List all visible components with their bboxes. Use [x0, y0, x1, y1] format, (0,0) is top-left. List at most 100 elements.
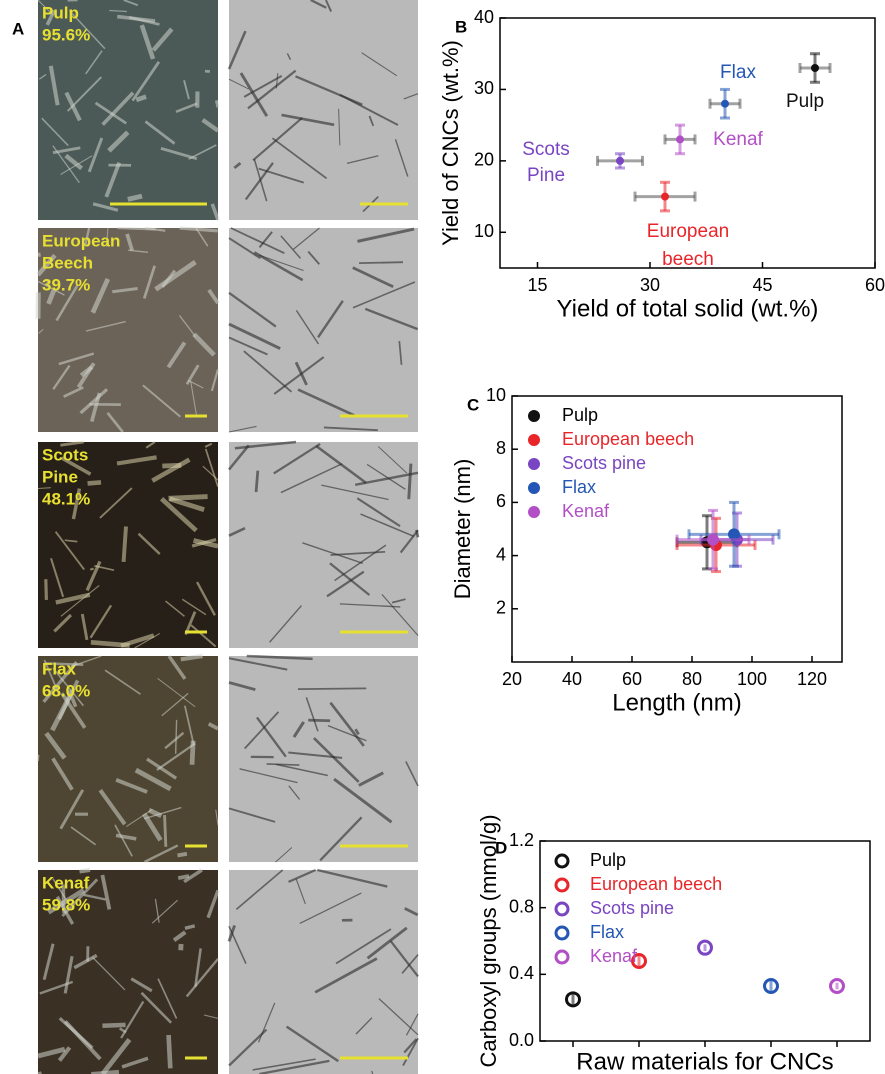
- x-tick-label: 60: [622, 669, 642, 689]
- fiber: [178, 876, 189, 878]
- fiber: [177, 854, 186, 856]
- point-label: European: [647, 221, 729, 242]
- data-point: [676, 135, 684, 143]
- y-tick-label: 0.4: [509, 963, 534, 983]
- legend-label: Pulp: [562, 405, 598, 425]
- y-tick-label: 20: [474, 150, 494, 170]
- fiber: [128, 196, 142, 199]
- legend-marker: [528, 434, 540, 446]
- panel-label: C: [467, 395, 479, 414]
- photo-label: Pine: [42, 467, 78, 486]
- fibril: [308, 720, 330, 721]
- fiber: [176, 720, 177, 754]
- fiber: [216, 100, 218, 107]
- x-tick-label: 15: [527, 275, 547, 295]
- x-tick-label: 30: [640, 275, 660, 295]
- fiber: [90, 569, 94, 570]
- fiber: [46, 579, 47, 600]
- x-tick-label: 40: [562, 669, 582, 689]
- fibril: [256, 471, 258, 492]
- y-tick-label: 2: [496, 598, 506, 618]
- fiber: [169, 497, 208, 499]
- data-point: [811, 64, 819, 72]
- fiber: [165, 815, 166, 847]
- y-tick-label: 30: [474, 78, 494, 98]
- legend-label: European beech: [590, 874, 722, 894]
- tem-image: [229, 870, 418, 1074]
- fiber: [80, 870, 91, 871]
- photo-label: 68.0%: [42, 681, 90, 700]
- y-axis-title: Carboxyl groups (mmol/g): [476, 814, 501, 1067]
- y-tick-label: 40: [474, 7, 494, 27]
- legend-marker: [556, 951, 568, 963]
- photo-label: Scots: [42, 445, 88, 464]
- legend-label: Flax: [562, 477, 596, 497]
- point-label: Pine: [527, 165, 565, 186]
- fiber: [136, 97, 146, 100]
- x-tick-label: 100: [737, 669, 767, 689]
- fibril: [267, 764, 300, 765]
- y-axis-title: Yield of CNCs (wt.%): [438, 40, 463, 246]
- legend-label: European beech: [562, 429, 694, 449]
- y-tick-label: 1.2: [509, 830, 534, 850]
- fiber: [91, 642, 130, 645]
- legend-marker: [556, 927, 568, 939]
- data-point: [707, 534, 719, 546]
- legend-label: Kenaf: [590, 946, 638, 966]
- legend-marker: [528, 482, 540, 494]
- photo-label: 48.1%: [42, 489, 90, 508]
- y-tick-label: 10: [474, 221, 494, 241]
- fiber: [185, 926, 195, 928]
- legend-label: Kenaf: [562, 501, 610, 521]
- fiber: [124, 526, 126, 561]
- point-label: Pulp: [786, 91, 824, 112]
- tem-image: [229, 0, 418, 220]
- photo-label: 59.8%: [42, 895, 90, 914]
- panel-label: B: [455, 17, 467, 36]
- y-tick-label: 8: [496, 438, 506, 458]
- y-tick-label: 4: [496, 544, 506, 564]
- data-point: [616, 157, 624, 165]
- point-label: Flax: [720, 62, 756, 83]
- legend-marker: [528, 458, 540, 470]
- fibril: [298, 688, 366, 689]
- photo-label: 39.7%: [42, 275, 90, 294]
- legend-marker: [556, 879, 568, 891]
- fibril: [416, 530, 418, 537]
- x-tick-label: 60: [865, 275, 885, 295]
- x-tick-label: 20: [502, 669, 522, 689]
- photo-label: Beech: [42, 253, 93, 272]
- x-tick-label: 120: [797, 669, 827, 689]
- point-label: beech: [662, 249, 714, 270]
- legend-marker: [556, 855, 568, 867]
- figure: A Pulp 95.6% European Beech 39.7% Scots Pine 48.…: [0, 0, 885, 1074]
- x-axis-title: Length (nm): [612, 689, 741, 716]
- legend-marker: [528, 506, 540, 518]
- y-tick-label: 0.0: [509, 1030, 534, 1050]
- fiber: [38, 755, 39, 761]
- point-label: Scots: [522, 139, 570, 160]
- y-tick-label: 10: [486, 385, 506, 405]
- x-axis-title: Raw materials for CNCs: [576, 1048, 833, 1074]
- data-point: [661, 193, 669, 201]
- legend-marker: [556, 903, 568, 915]
- legend-label: Scots pine: [562, 453, 646, 473]
- fiber: [169, 1035, 171, 1068]
- legend-label: Scots pine: [590, 898, 674, 918]
- y-axis-title: Diameter (nm): [450, 459, 475, 600]
- x-tick-label: 45: [752, 275, 772, 295]
- fiber: [102, 1025, 125, 1026]
- photo-label: Pulp: [42, 3, 79, 22]
- photo-label: Kenaf: [42, 873, 90, 892]
- point-label: Kenaf: [713, 129, 763, 150]
- x-axis-title: Yield of total solid (wt.%): [557, 295, 819, 322]
- data-point: [721, 100, 729, 108]
- legend-label: Flax: [590, 922, 624, 942]
- photo-label: 95.6%: [42, 25, 90, 44]
- photo-label: European: [42, 231, 120, 250]
- fiber: [88, 482, 101, 483]
- legend-label: Pulp: [590, 850, 626, 870]
- panel-label: A: [12, 19, 24, 38]
- y-tick-label: 6: [496, 491, 506, 511]
- x-tick-label: 80: [682, 669, 702, 689]
